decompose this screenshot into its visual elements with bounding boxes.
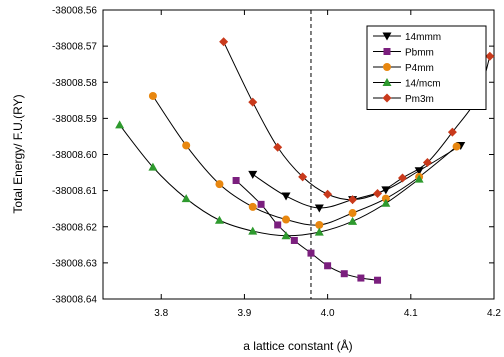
data-point	[290, 236, 298, 244]
data-point	[414, 167, 424, 176]
series-pbmm	[232, 177, 382, 284]
data-point	[357, 274, 365, 282]
series-line	[119, 124, 420, 237]
y-tick-label: -38008.62	[52, 222, 97, 233]
data-point	[298, 172, 308, 182]
legend-marker	[383, 63, 391, 71]
data-point	[148, 91, 157, 100]
data-point	[340, 270, 348, 278]
legend: 14mmm Pbmm P4mm 14/mcm Pm3m	[366, 25, 487, 110]
series-group	[115, 37, 495, 284]
data-point	[348, 209, 357, 218]
y-axis-label: Total Energy/ F.U.(RY)	[11, 94, 25, 213]
data-point	[323, 189, 333, 199]
legend-marker	[383, 48, 391, 55]
data-point	[348, 216, 358, 225]
legend-label: 14mmm	[405, 32, 441, 43]
y-tick-label: -38008.58	[52, 78, 97, 89]
legend-marker	[382, 32, 392, 41]
y-tick-label: -38008.61	[52, 186, 97, 197]
data-point	[274, 221, 282, 229]
data-point	[414, 174, 424, 183]
x-tick-label: 4.2	[487, 308, 501, 319]
legend-label: Pbmm	[405, 48, 434, 59]
y-tick-label: -38008.59	[52, 114, 97, 125]
x-tick-label: 4.0	[321, 308, 335, 319]
legend-label: 14/mcm	[405, 79, 441, 90]
data-point	[307, 249, 315, 257]
data-point	[148, 162, 158, 171]
data-point	[182, 141, 191, 150]
ticks	[103, 9, 495, 300]
data-point	[422, 157, 432, 167]
data-point	[381, 198, 391, 207]
y-tick-label: -38008.63	[52, 258, 97, 269]
data-point	[281, 192, 291, 201]
data-point	[314, 204, 324, 213]
data-point	[248, 202, 257, 211]
data-point	[324, 262, 332, 270]
y-tick-labels: -38008.64 -38008.63 -38008.62 -38008.61 -380…	[52, 6, 97, 306]
y-tick-label: -38008.57	[52, 42, 97, 53]
data-point	[374, 276, 382, 284]
data-point	[248, 226, 258, 235]
legend-label: P4mm	[405, 63, 434, 74]
x-tick-label: 4.1	[404, 308, 418, 319]
data-point	[282, 215, 291, 224]
y-tick-label: -38008.60	[52, 150, 97, 161]
y-tick-label: -38008.56	[52, 6, 97, 17]
data-point	[397, 173, 407, 183]
data-point	[381, 186, 391, 195]
x-axis-label: a lattice constant (Å)	[243, 338, 352, 353]
x-tick-labels: 3.8 3.9 4.0 4.1 4.2	[154, 308, 501, 319]
y-tick-label: -38008.64	[52, 295, 97, 306]
data-point	[214, 215, 224, 224]
data-point	[219, 37, 229, 47]
x-tick-label: 3.9	[237, 308, 251, 319]
legend-marker	[382, 93, 392, 103]
series-14-mcm	[115, 120, 424, 240]
data-point	[381, 194, 390, 203]
legend-label: Pm3m	[405, 94, 434, 105]
legend-marker	[382, 78, 392, 86]
data-point	[115, 120, 125, 129]
data-point	[314, 227, 324, 236]
data-point	[232, 177, 240, 185]
data-point	[452, 142, 461, 151]
data-point	[248, 170, 258, 179]
data-point	[281, 231, 291, 240]
data-point	[447, 127, 457, 137]
data-point	[348, 195, 358, 205]
data-point	[485, 51, 495, 61]
data-point	[248, 97, 258, 107]
data-point	[215, 180, 224, 189]
data-point	[257, 200, 265, 208]
data-point	[273, 142, 283, 152]
data-point	[315, 220, 324, 229]
data-point	[181, 194, 191, 203]
series-pm3m	[219, 37, 495, 205]
x-tick-label: 3.8	[154, 308, 168, 319]
series-line	[152, 95, 457, 226]
data-point	[373, 189, 383, 199]
